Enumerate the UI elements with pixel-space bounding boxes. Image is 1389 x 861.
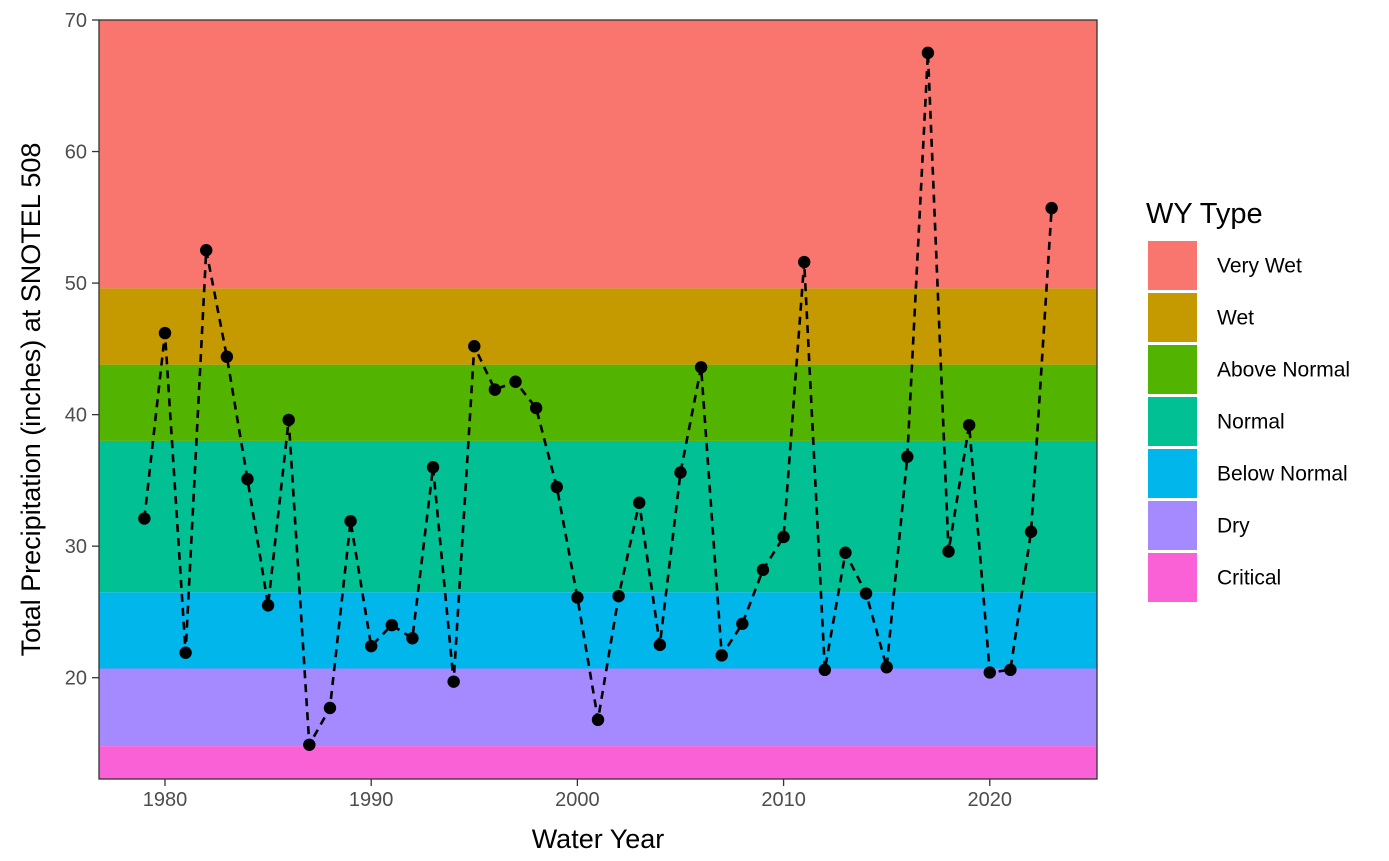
data-point-1987 <box>303 738 316 751</box>
data-point-2018 <box>942 545 955 558</box>
data-point-2012 <box>818 663 832 677</box>
data-point-1982 <box>200 243 213 257</box>
y-tick-label-60: 60 <box>65 142 87 164</box>
data-point-2023 <box>1045 201 1058 215</box>
x-tick-label-2020: 2020 <box>968 789 1013 811</box>
data-point-1995 <box>468 340 481 353</box>
y-tick-label-70: 70 <box>65 10 87 32</box>
precipitation-series-points <box>138 46 1058 751</box>
x-tick-label-2000: 2000 <box>555 789 600 811</box>
y-axis-title: Total Precipitation (inches) at SNOTEL 5… <box>16 143 46 657</box>
plot-panel-border <box>98 19 1098 780</box>
data-point-2003 <box>633 496 646 509</box>
legend-key-above-normal <box>1148 345 1197 394</box>
data-point-1984 <box>241 472 254 486</box>
data-point-2021 <box>1004 663 1017 677</box>
band-above-normal <box>99 364 1097 441</box>
data-point-2016 <box>901 450 914 463</box>
data-point-1980 <box>158 326 172 340</box>
legend-key-critical <box>1148 553 1197 602</box>
data-point-2014 <box>859 587 873 600</box>
wy-type-bands <box>99 20 1097 779</box>
y-axis: 20 30 40 50 60 70 <box>65 10 99 690</box>
band-very-wet <box>99 20 1097 289</box>
legend-label-critical: Critical <box>1217 567 1281 590</box>
y-tick-label-20: 20 <box>65 668 87 690</box>
x-axis-title: Water Year <box>532 824 665 854</box>
data-point-2007 <box>715 649 728 662</box>
data-point-2011 <box>797 255 811 269</box>
legend-label-normal: Normal <box>1217 411 1285 434</box>
data-point-1983 <box>220 350 234 363</box>
data-point-1981 <box>179 646 192 659</box>
data-point-1993 <box>426 461 440 474</box>
legend-key-below-normal <box>1148 449 1197 498</box>
data-point-2015 <box>880 660 893 674</box>
data-point-2004 <box>653 638 667 652</box>
data-point-2000 <box>571 591 584 604</box>
data-point-2002 <box>612 589 625 603</box>
legend-label-wet: Wet <box>1217 307 1254 330</box>
y-tick-label-50: 50 <box>65 273 87 295</box>
data-point-1992 <box>406 632 419 645</box>
legend-label-below-normal: Below Normal <box>1217 463 1348 486</box>
legend: WY Type Very Wet Wet Above Normal Normal Bel… <box>1146 198 1350 602</box>
data-point-1986 <box>282 413 295 427</box>
band-critical <box>99 746 1097 779</box>
legend-title: WY Type <box>1146 198 1263 230</box>
data-point-2013 <box>839 546 852 559</box>
legend-key-normal <box>1148 397 1197 446</box>
band-below-normal <box>99 592 1097 669</box>
data-point-1988 <box>323 701 337 715</box>
data-point-1999 <box>550 480 563 494</box>
data-point-2010 <box>777 530 790 544</box>
data-point-1990 <box>364 639 378 653</box>
data-point-1994 <box>447 675 460 688</box>
data-point-1997 <box>509 375 522 388</box>
legend-key-very-wet <box>1148 241 1197 290</box>
data-point-2017 <box>921 46 935 60</box>
band-normal <box>99 440 1097 593</box>
data-point-1989 <box>344 514 357 528</box>
data-point-2020 <box>983 666 996 679</box>
data-point-2008 <box>736 617 749 630</box>
y-tick-label-30: 30 <box>65 536 87 558</box>
legend-label-above-normal: Above Normal <box>1217 359 1350 382</box>
data-point-1996 <box>488 383 502 396</box>
data-point-1998 <box>529 401 543 415</box>
data-point-2009 <box>756 563 770 577</box>
band-wet <box>99 288 1097 365</box>
y-tick-label-40: 40 <box>65 405 87 427</box>
legend-key-dry <box>1148 501 1197 550</box>
data-point-2001 <box>591 713 605 727</box>
data-point-1985 <box>261 599 275 612</box>
x-tick-label-1990: 1990 <box>349 789 394 811</box>
data-point-1979 <box>138 512 151 525</box>
band-dry <box>99 668 1097 747</box>
x-tick-label-2010: 2010 <box>761 789 806 811</box>
data-point-2005 <box>674 466 687 479</box>
data-point-2006 <box>694 361 708 374</box>
legend-key-wet <box>1148 293 1197 342</box>
data-point-1991 <box>385 618 399 632</box>
data-point-2022 <box>1024 525 1038 538</box>
legend-label-very-wet: Very Wet <box>1217 255 1302 278</box>
x-axis: 1980 1990 2000 2010 2020 <box>143 779 1012 811</box>
x-tick-label-1980: 1980 <box>143 789 188 811</box>
legend-label-dry: Dry <box>1217 515 1250 538</box>
data-point-2019 <box>962 418 976 432</box>
